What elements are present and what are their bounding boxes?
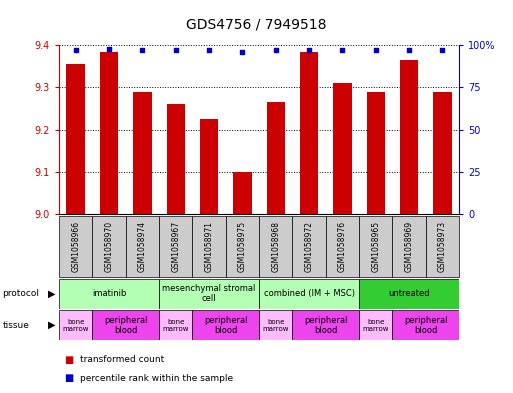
Bar xyxy=(292,310,359,340)
Text: GSM1058970: GSM1058970 xyxy=(105,221,113,272)
Bar xyxy=(167,105,185,214)
Text: percentile rank within the sample: percentile rank within the sample xyxy=(80,374,232,382)
Text: GSM1058975: GSM1058975 xyxy=(238,221,247,272)
Text: GSM1058974: GSM1058974 xyxy=(138,221,147,272)
Bar xyxy=(426,216,459,277)
Point xyxy=(438,47,446,53)
Bar xyxy=(292,216,326,277)
Bar xyxy=(392,310,459,340)
Text: peripheral
blood: peripheral blood xyxy=(104,316,147,335)
Bar xyxy=(326,216,359,277)
Bar xyxy=(133,92,151,214)
Text: tissue: tissue xyxy=(3,321,29,330)
Text: ▶: ▶ xyxy=(48,289,55,299)
Text: ■: ■ xyxy=(64,354,73,365)
Bar xyxy=(200,119,218,214)
Point xyxy=(205,47,213,53)
Text: GSM1058965: GSM1058965 xyxy=(371,221,380,272)
Point xyxy=(105,46,113,52)
Point xyxy=(138,47,146,53)
Text: bone
marrow: bone marrow xyxy=(363,319,389,332)
Text: GSM1058969: GSM1058969 xyxy=(405,221,413,272)
Point xyxy=(405,47,413,53)
Bar xyxy=(259,310,292,340)
Text: bone
marrow: bone marrow xyxy=(63,319,89,332)
Point xyxy=(171,47,180,53)
Text: peripheral
blood: peripheral blood xyxy=(304,316,347,335)
Bar xyxy=(59,279,159,309)
Bar xyxy=(433,92,451,214)
Bar xyxy=(100,51,118,214)
Text: combined (IM + MSC): combined (IM + MSC) xyxy=(264,289,354,298)
Bar xyxy=(126,216,159,277)
Text: GDS4756 / 7949518: GDS4756 / 7949518 xyxy=(186,18,327,32)
Bar xyxy=(226,216,259,277)
Bar xyxy=(59,310,92,340)
Bar xyxy=(333,83,351,214)
Bar xyxy=(92,216,126,277)
Text: GSM1058966: GSM1058966 xyxy=(71,221,80,272)
Text: GSM1058968: GSM1058968 xyxy=(271,221,280,272)
Text: GSM1058967: GSM1058967 xyxy=(171,221,180,272)
Bar xyxy=(367,92,385,214)
Bar xyxy=(59,216,92,277)
Bar xyxy=(359,216,392,277)
Bar xyxy=(359,310,392,340)
Bar xyxy=(359,279,459,309)
Bar xyxy=(159,310,192,340)
Point xyxy=(271,47,280,53)
Text: bone
marrow: bone marrow xyxy=(163,319,189,332)
Text: mesenchymal stromal
cell: mesenchymal stromal cell xyxy=(162,284,256,303)
Bar xyxy=(259,279,359,309)
Text: imatinib: imatinib xyxy=(92,289,126,298)
Bar xyxy=(392,216,426,277)
Text: peripheral
blood: peripheral blood xyxy=(204,316,247,335)
Text: GSM1058971: GSM1058971 xyxy=(205,221,213,272)
Text: ▶: ▶ xyxy=(48,320,55,330)
Point xyxy=(238,49,246,55)
Bar xyxy=(92,310,159,340)
Bar xyxy=(67,64,85,214)
Point xyxy=(71,47,80,53)
Text: GSM1058972: GSM1058972 xyxy=(305,221,313,272)
Bar xyxy=(233,172,251,214)
Bar xyxy=(159,279,259,309)
Bar xyxy=(400,60,418,214)
Bar xyxy=(159,216,192,277)
Bar xyxy=(267,102,285,214)
Bar xyxy=(192,216,226,277)
Point xyxy=(371,47,380,53)
Text: protocol: protocol xyxy=(3,289,40,298)
Text: GSM1058973: GSM1058973 xyxy=(438,221,447,272)
Text: GSM1058976: GSM1058976 xyxy=(338,221,347,272)
Text: ■: ■ xyxy=(64,373,73,383)
Point xyxy=(305,47,313,53)
Bar xyxy=(192,310,259,340)
Text: transformed count: transformed count xyxy=(80,355,164,364)
Text: bone
marrow: bone marrow xyxy=(263,319,289,332)
Point xyxy=(338,47,346,53)
Text: peripheral
blood: peripheral blood xyxy=(404,316,447,335)
Text: untreated: untreated xyxy=(388,289,430,298)
Bar xyxy=(259,216,292,277)
Bar xyxy=(300,51,318,214)
